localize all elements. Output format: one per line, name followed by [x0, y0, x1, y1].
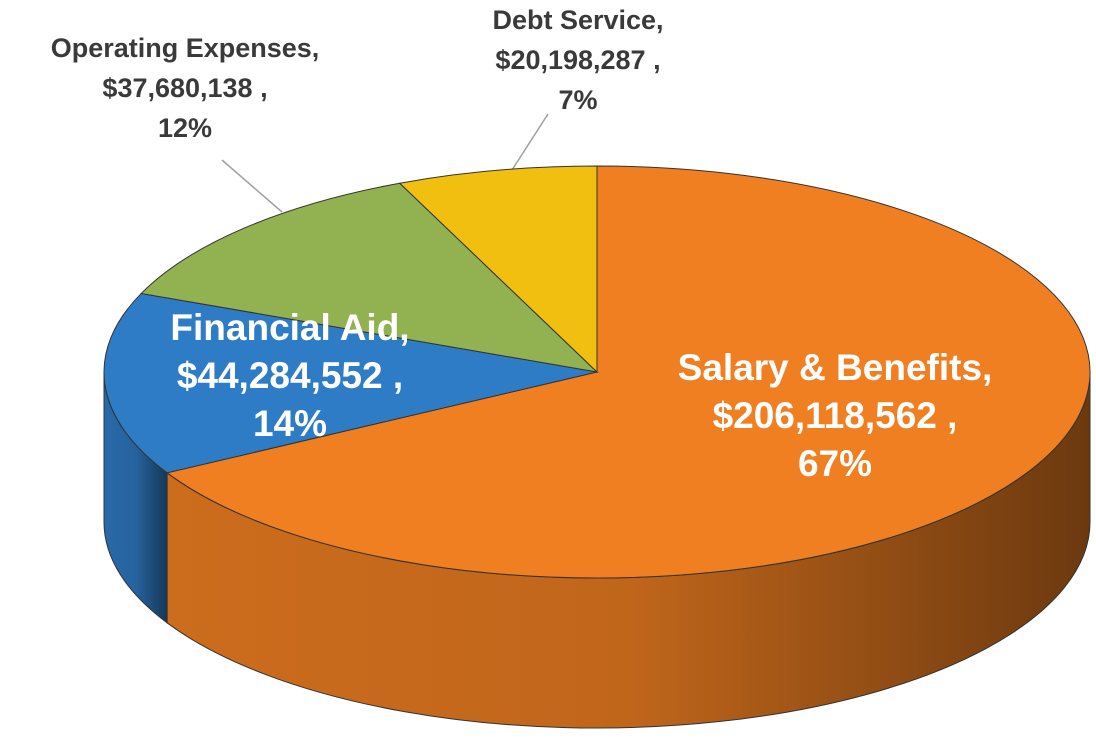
label-category: Financial Aid,	[170, 307, 409, 348]
label-percent: 67%	[798, 443, 872, 484]
label-category: Salary & Benefits,	[678, 347, 993, 388]
slice	[103, 292, 598, 474]
label-category: Operating Expenses,	[51, 33, 320, 63]
slice	[165, 165, 1091, 579]
label-percent: 14%	[253, 403, 327, 444]
label-percent: 7%	[558, 85, 597, 115]
slice	[140, 182, 599, 373]
label-value: $20,198,287 ,	[495, 45, 660, 75]
slice	[398, 165, 598, 374]
leader-line	[221, 159, 283, 213]
label-value: $37,680,138 ,	[102, 73, 267, 103]
label-category: Debt Service,	[492, 5, 663, 35]
label-value: $44,284,552 ,	[177, 355, 403, 396]
label-percent: 12%	[158, 113, 212, 143]
label-value: $206,118,562 ,	[713, 395, 958, 436]
leader-line	[511, 113, 549, 171]
